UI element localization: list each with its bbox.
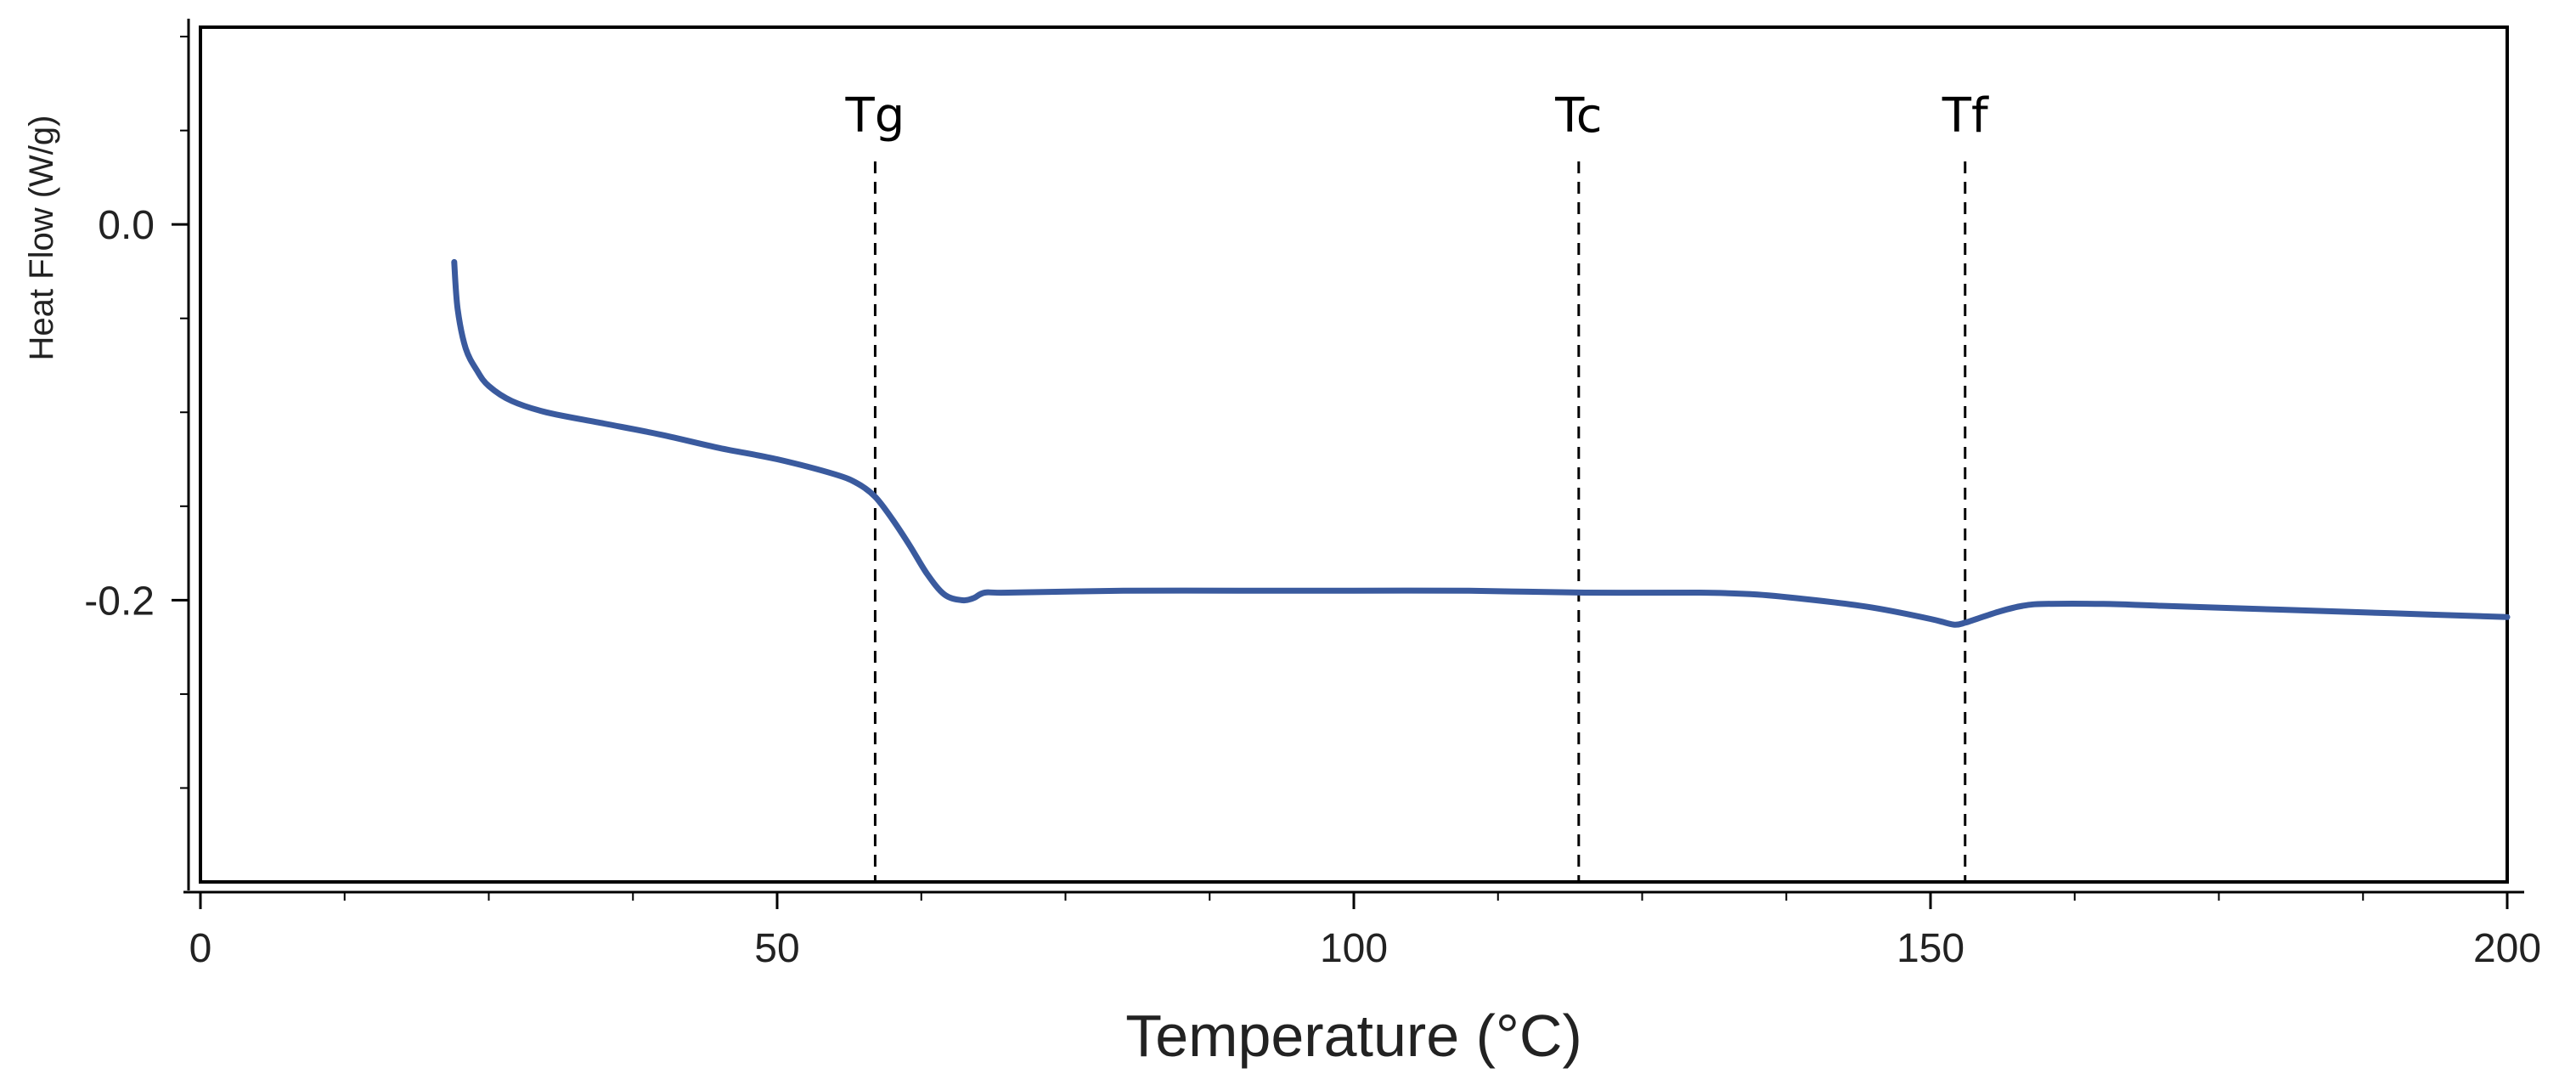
y-tick-label: 0.0: [98, 203, 155, 248]
marker-tg: Tg: [845, 88, 905, 882]
transition-markers: Tg Tc Tf: [845, 88, 1989, 882]
x-axis-title: Temperature (°C): [1125, 1003, 1582, 1069]
x-tick-label: 0: [189, 926, 212, 971]
x-tick-label: 100: [1320, 926, 1388, 971]
x-tick-label: 50: [754, 926, 799, 971]
marker-tc: Tc: [1554, 88, 1603, 882]
heat-flow-line: [451, 258, 2511, 628]
plot-frame: [199, 25, 2509, 884]
series-group: [451, 258, 2511, 628]
y-axis: 0.0 -0.2: [84, 19, 190, 890]
marker-label: Tf: [1942, 88, 1989, 144]
x-axis: 0 50 100 150 200: [183, 890, 2541, 971]
y-axis-title: Heat Flow (W/g): [23, 116, 60, 361]
marker-label: Tg: [845, 88, 905, 144]
x-tick-label: 150: [1897, 926, 1964, 971]
x-tick-label: 200: [2473, 926, 2541, 971]
marker-tf: Tf: [1942, 88, 1989, 882]
y-tick-label: -0.2: [84, 579, 155, 624]
marker-label: Tc: [1554, 88, 1602, 144]
